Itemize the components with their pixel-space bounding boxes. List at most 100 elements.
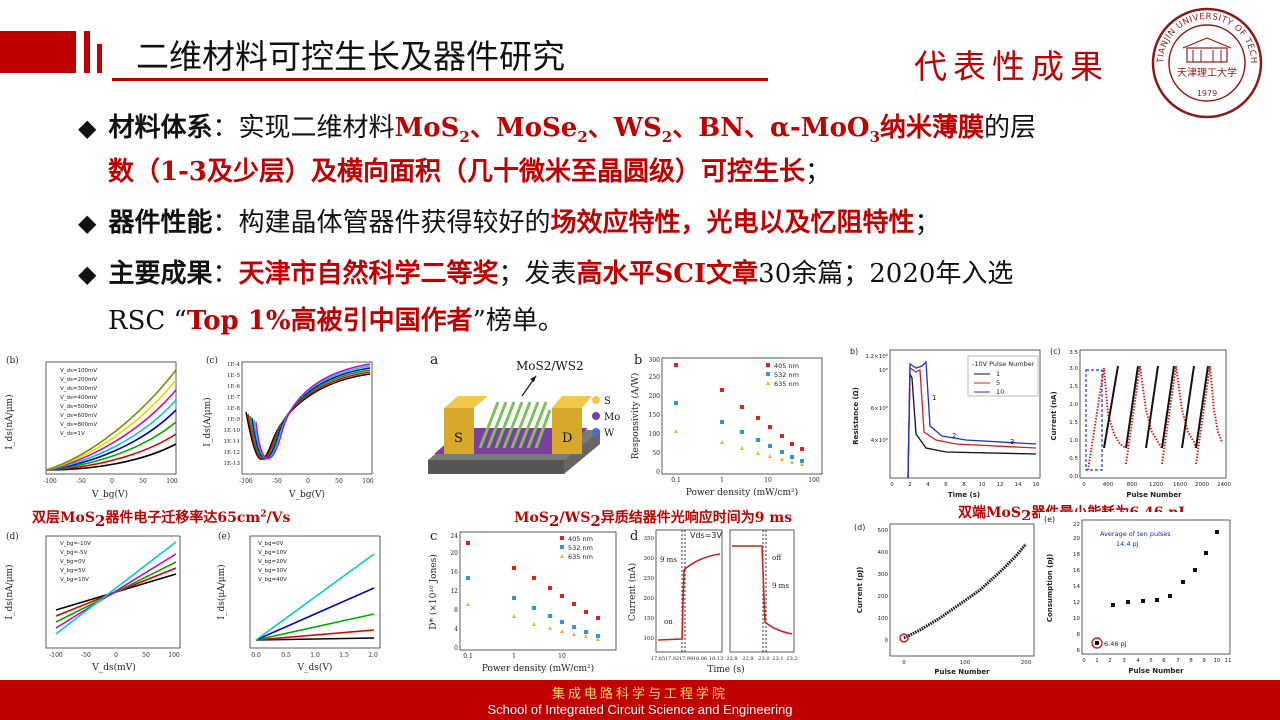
svg-text:8: 8 xyxy=(962,482,966,488)
svg-text:Pulse Number: Pulse Number xyxy=(1126,491,1182,499)
svg-text:10: 10 xyxy=(1073,616,1080,622)
svg-text:MoS2/WS2: MoS2/WS2 xyxy=(516,359,584,373)
svg-text:100: 100 xyxy=(644,636,655,642)
svg-text:off: off xyxy=(772,554,782,562)
svg-text:6×10⁵: 6×10⁵ xyxy=(871,405,888,412)
logo-year: 1979 xyxy=(1197,89,1217,98)
svg-text:6.46 pJ: 6.46 pJ xyxy=(1104,640,1127,648)
svg-text:9 ms: 9 ms xyxy=(660,556,677,564)
svg-text:1.5: 1.5 xyxy=(1069,420,1078,426)
svg-text:1.0: 1.0 xyxy=(1069,438,1078,444)
svg-text:3: 3 xyxy=(1122,658,1126,664)
svg-text:405 nm: 405 nm xyxy=(568,535,593,543)
svg-text:V_bg(V): V_bg(V) xyxy=(91,489,128,500)
svg-text:17.99: 17.99 xyxy=(679,656,693,662)
svg-text:(d): (d) xyxy=(6,531,19,542)
svg-text:Average of ten pulses: Average of ten pulses xyxy=(1100,530,1171,538)
svg-text:1: 1 xyxy=(996,370,1000,378)
svg-text:V_bg=20V: V_bg=20V xyxy=(258,559,287,565)
svg-text:TIANJIN UNIVERSITY OF TECHNOLO: TIANJIN UNIVERSITY OF TECHNOLOGY xyxy=(1150,6,1258,64)
svg-text:V_ds=200mV: V_ds=200mV xyxy=(60,377,97,383)
svg-text:Pulse Number: Pulse Number xyxy=(934,668,990,676)
svg-text:150: 150 xyxy=(644,616,655,622)
bullet-devices: ◆ 器件性能：构建晶体管器件获得较好的场效应特性，光电以及忆阻特性； xyxy=(78,208,941,238)
svg-text:400: 400 xyxy=(1103,482,1114,488)
svg-text:100: 100 xyxy=(878,616,889,622)
caption-middle: MoS2/WS2异质结器件光响应时间为9 ms xyxy=(514,510,793,530)
svg-text:5: 5 xyxy=(1149,658,1153,664)
svg-text:1E-11: 1E-11 xyxy=(224,439,240,445)
svg-text:200: 200 xyxy=(878,594,889,600)
svg-text:18.13: 18.13 xyxy=(709,656,723,662)
svg-text:Power density (mW/cm²): Power density (mW/cm²) xyxy=(686,487,798,498)
svg-text:3.5: 3.5 xyxy=(1069,350,1078,356)
svg-text:b): b) xyxy=(850,347,858,356)
footer-bar xyxy=(0,680,1280,720)
svg-text:10⁶: 10⁶ xyxy=(879,367,889,374)
svg-text:Power density (mW/cm²): Power density (mW/cm²) xyxy=(482,663,594,674)
svg-text:4: 4 xyxy=(1136,658,1140,664)
bullet-materials: ◆ 材料体系：实现二维材料MoS2、MoSe2、WS2、BN、α-MoO3纳米薄膜… xyxy=(78,113,1037,147)
svg-text:-100: -100 xyxy=(43,478,57,485)
svg-text:300: 300 xyxy=(649,357,661,364)
svg-text:8: 8 xyxy=(454,607,458,614)
svg-text:V_ds=1V: V_ds=1V xyxy=(60,431,85,437)
panel-label: (b) xyxy=(6,355,19,366)
svg-text:3.0: 3.0 xyxy=(1069,366,1078,372)
panel-c1-transfer-log: (c) 1E-4 1E-5 1E-6 1E-7 1E-8 1E-9 1E-10 … xyxy=(202,352,382,502)
svg-text:532 nm: 532 nm xyxy=(568,544,593,552)
panel-b1-transfer-linear: (b) V_ds=100mV V_ds=200mV V_ds=300mV V_d… xyxy=(2,352,200,502)
svg-text:b: b xyxy=(634,353,642,368)
svg-text:V_bg=40V: V_bg=40V xyxy=(258,577,287,583)
svg-text:12: 12 xyxy=(450,588,458,595)
panel-c2-detectivity: c 405 nm 532 nm 635 nm 0 4 8 12 16 20 24… xyxy=(424,526,624,676)
svg-text:0: 0 xyxy=(885,638,889,644)
panel-a-device-schematic: a MoS2/WS2 S D S Mo W xyxy=(424,350,630,500)
svg-text:532 nm: 532 nm xyxy=(774,371,799,379)
svg-text:1.2×10⁶: 1.2×10⁶ xyxy=(865,353,888,360)
logo-ring-text: TIANJIN UNIVERSITY OF TECHNOLOGY xyxy=(1150,6,1258,64)
header-accent-stripe-small xyxy=(97,44,102,73)
svg-text:V_ds=100mV: V_ds=100mV xyxy=(60,368,97,374)
svg-text:1E-8: 1E-8 xyxy=(227,406,240,412)
svg-text:22: 22 xyxy=(1073,522,1080,528)
svg-text:2.0: 2.0 xyxy=(368,652,378,659)
svg-text:20: 20 xyxy=(450,550,458,557)
svg-text:1E-6: 1E-6 xyxy=(227,384,240,390)
diamond-bullet-icon: ◆ xyxy=(78,260,97,288)
svg-text:Time (s): Time (s) xyxy=(948,491,980,499)
svg-text:1E-5: 1E-5 xyxy=(227,373,240,379)
svg-text:1.0: 1.0 xyxy=(310,652,320,659)
svg-text:W: W xyxy=(604,428,615,439)
svg-text:10: 10 xyxy=(979,482,986,488)
svg-text:11: 11 xyxy=(1225,658,1232,664)
title-underline xyxy=(112,78,768,81)
svg-text:D: D xyxy=(562,431,572,446)
svg-text:23.0: 23.0 xyxy=(758,656,769,662)
svg-text:10: 10 xyxy=(558,653,566,660)
svg-text:9: 9 xyxy=(1202,658,1206,664)
svg-text:Current (pJ): Current (pJ) xyxy=(856,567,864,614)
svg-text:9 ms: 9 ms xyxy=(772,582,789,590)
svg-text:3: 3 xyxy=(1010,438,1014,446)
svg-text:250: 250 xyxy=(644,576,655,582)
svg-text:1E-7: 1E-7 xyxy=(227,395,240,401)
svg-text:(c): (c) xyxy=(206,355,218,366)
svg-text:6: 6 xyxy=(1077,648,1081,654)
svg-text:300: 300 xyxy=(878,572,889,578)
svg-text:0.5: 0.5 xyxy=(281,652,291,659)
svg-text:c: c xyxy=(430,529,437,544)
diamond-bullet-icon: ◆ xyxy=(78,114,97,142)
svg-text:1200: 1200 xyxy=(1149,482,1163,488)
header-accent-stripe xyxy=(84,31,90,73)
svg-text:5: 5 xyxy=(996,379,1000,387)
svg-text:50: 50 xyxy=(139,478,147,485)
svg-text:10: 10 xyxy=(1214,658,1221,664)
svg-text:2400: 2400 xyxy=(1217,482,1231,488)
svg-text:100: 100 xyxy=(960,660,971,666)
svg-text:V_ds(V): V_ds(V) xyxy=(297,662,333,673)
svg-text:V_bg=-10V: V_bg=-10V xyxy=(60,541,91,547)
svg-text:14: 14 xyxy=(1073,584,1080,590)
svg-text:100: 100 xyxy=(168,652,180,659)
svg-text:(c): (c) xyxy=(1050,347,1061,356)
